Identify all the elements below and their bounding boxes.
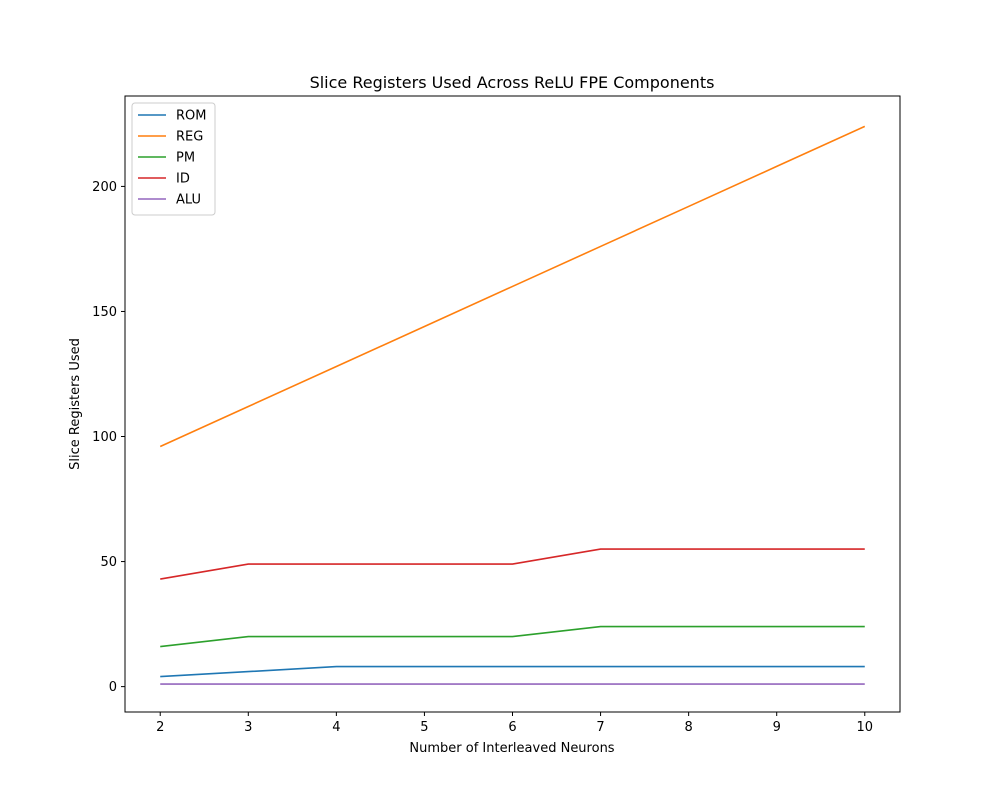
legend-box bbox=[131, 102, 216, 216]
y-tick-label: 150 bbox=[92, 305, 117, 320]
plot-frame bbox=[124, 95, 901, 713]
y-tick-label: 100 bbox=[92, 430, 117, 445]
x-tick-label: 2 bbox=[156, 720, 164, 735]
x-tick-label: 10 bbox=[856, 720, 873, 735]
legend: ROM REG PM ID ALU bbox=[131, 102, 216, 216]
x-axis: 2 3 4 5 6 7 8 9 10 bbox=[156, 712, 873, 735]
plot-lines bbox=[159, 125, 866, 685]
x-tick-label: 8 bbox=[684, 720, 692, 735]
y-tick-label: 50 bbox=[100, 555, 117, 570]
legend-label-rom: ROM bbox=[176, 109, 206, 124]
x-axis-label: Number of Interleaved Neurons bbox=[409, 741, 614, 756]
legend-label-alu: ALU bbox=[176, 193, 201, 208]
chart-title: Slice Registers Used Across ReLU FPE Com… bbox=[310, 73, 715, 92]
x-tick-label: 5 bbox=[420, 720, 428, 735]
x-tick-label: 4 bbox=[332, 720, 340, 735]
legend-label-id: ID bbox=[176, 172, 190, 187]
x-tick-label: 9 bbox=[773, 720, 781, 735]
x-tick-label: 3 bbox=[244, 720, 252, 735]
series-line-pm bbox=[160, 625, 865, 648]
legend-label-pm: PM bbox=[176, 151, 195, 166]
series-line-reg bbox=[159, 125, 866, 448]
legend-label-reg: REG bbox=[176, 130, 203, 145]
series-line-rom bbox=[160, 665, 865, 678]
y-tick-label: 200 bbox=[92, 180, 117, 195]
y-tick-label: 0 bbox=[109, 680, 117, 695]
y-axis: 0 50 100 150 200 bbox=[92, 180, 125, 695]
y-axis-label: Slice Registers Used bbox=[68, 338, 83, 470]
x-tick-label: 6 bbox=[508, 720, 516, 735]
series-line-id bbox=[160, 548, 865, 580]
x-tick-label: 7 bbox=[596, 720, 604, 735]
